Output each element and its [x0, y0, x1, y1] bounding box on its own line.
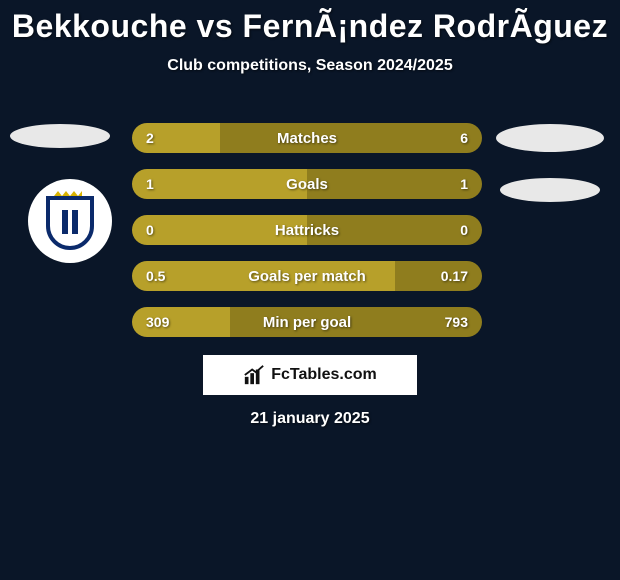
stat-label: Goals	[132, 176, 482, 193]
shield-icon	[42, 188, 98, 254]
stat-label: Min per goal	[132, 314, 482, 331]
page-title: Bekkouche vs FernÃ¡ndez RodrÃ­guez	[0, 0, 620, 45]
stat-bars: Matches2 6 Goals1 1 Hattricks0 0 Goals per mat…	[132, 123, 482, 353]
stat-value-right: 6	[460, 130, 468, 146]
stat-row: Goals1 1	[132, 169, 482, 199]
stat-row: Matches2 6	[132, 123, 482, 153]
stat-value-left: 0	[146, 222, 154, 238]
stat-value-right: 793	[445, 314, 468, 330]
stat-value-left: 2	[146, 130, 154, 146]
stat-label: Matches	[132, 130, 482, 147]
stat-value-right: 0.17	[441, 268, 468, 284]
stat-row: Goals per match0.5 0.17	[132, 261, 482, 291]
stat-value-left: 0.5	[146, 268, 165, 284]
stat-label: Hattricks	[132, 222, 482, 239]
stat-row: Hattricks0 0	[132, 215, 482, 245]
bar-chart-icon	[243, 364, 265, 386]
subtitle: Club competitions, Season 2024/2025	[0, 57, 620, 75]
decorative-ellipse	[496, 124, 604, 152]
stat-value-left: 309	[146, 314, 169, 330]
stat-value-right: 1	[460, 176, 468, 192]
stat-value-right: 0	[460, 222, 468, 238]
date-text: 21 january 2025	[0, 410, 620, 428]
footer-brand-box: FcTables.com	[203, 355, 417, 395]
comparison-infographic: Bekkouche vs FernÃ¡ndez RodrÃ­guez Club …	[0, 0, 620, 580]
stat-value-left: 1	[146, 176, 154, 192]
footer-brand-text: FcTables.com	[271, 366, 377, 384]
stat-row: Min per goal309 793	[132, 307, 482, 337]
club-crest	[28, 179, 112, 263]
decorative-ellipse	[500, 178, 600, 202]
stat-label: Goals per match	[132, 268, 482, 285]
decorative-ellipse	[10, 124, 110, 148]
